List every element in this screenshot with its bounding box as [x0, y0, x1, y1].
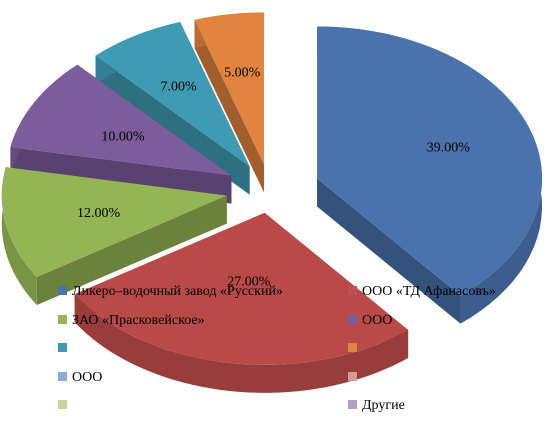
pie-slice	[74, 212, 409, 393]
legend-label: Другие	[362, 398, 405, 413]
legend-swatch	[348, 315, 357, 324]
pie-slice-wall	[36, 195, 227, 306]
legend-item	[58, 341, 72, 357]
legend-swatch	[348, 400, 357, 409]
legend-label: ООО	[362, 313, 393, 328]
legend-item: Ликеро–водочный завод «Русский»	[58, 284, 283, 300]
legend-label: ООО	[72, 370, 103, 385]
pie-slice-top	[194, 12, 265, 165]
pie-slice-top	[1, 167, 227, 278]
pie-slice	[194, 12, 265, 193]
legend-item: ООО	[58, 370, 102, 386]
data-label: 12.00%	[77, 206, 121, 221]
legend-swatch	[58, 372, 67, 381]
pie-slice	[1, 167, 227, 306]
legend-item: ООО «ТД Афанасовъ»	[348, 284, 496, 300]
data-label: 10.00%	[101, 129, 145, 144]
legend-item	[58, 398, 72, 414]
pie-slice	[95, 22, 250, 195]
data-label: 39.00%	[427, 141, 471, 156]
pie-slice-wall	[194, 19, 265, 193]
legend-item	[348, 370, 362, 386]
legend-swatch	[348, 286, 357, 295]
legend-swatch	[58, 315, 67, 324]
legend-item	[348, 341, 362, 357]
pie-slice-rim	[1, 167, 37, 306]
pie-slice-top	[10, 64, 232, 176]
data-label: 27.00%	[227, 274, 271, 289]
pie-slice-wall	[317, 178, 461, 324]
data-label: 5.00%	[224, 65, 261, 80]
legend-label: ООО «ТД Афанасовъ»	[362, 284, 496, 299]
legend-label: ЗАО «Прасковейское»	[72, 313, 205, 328]
pie-slice-wall	[95, 55, 250, 195]
pie-slice-rim	[74, 294, 409, 393]
legend-item: ЗАО «Прасковейское»	[58, 313, 205, 329]
legend-swatch	[348, 343, 357, 352]
legend-swatch	[58, 400, 67, 409]
pie-slice-top	[95, 22, 250, 167]
legend-label: Ликеро–водочный завод «Русский»	[72, 284, 283, 299]
data-label: 7.00%	[161, 79, 198, 94]
pie-slice-top	[317, 26, 543, 296]
pie-slice-top	[74, 212, 409, 365]
legend-swatch	[348, 372, 357, 381]
pie-slice	[317, 26, 543, 324]
legend-item: ООО	[348, 313, 392, 329]
legend-item: Другие	[348, 398, 405, 414]
legend-swatch	[58, 286, 67, 295]
legend-swatch	[58, 343, 67, 352]
